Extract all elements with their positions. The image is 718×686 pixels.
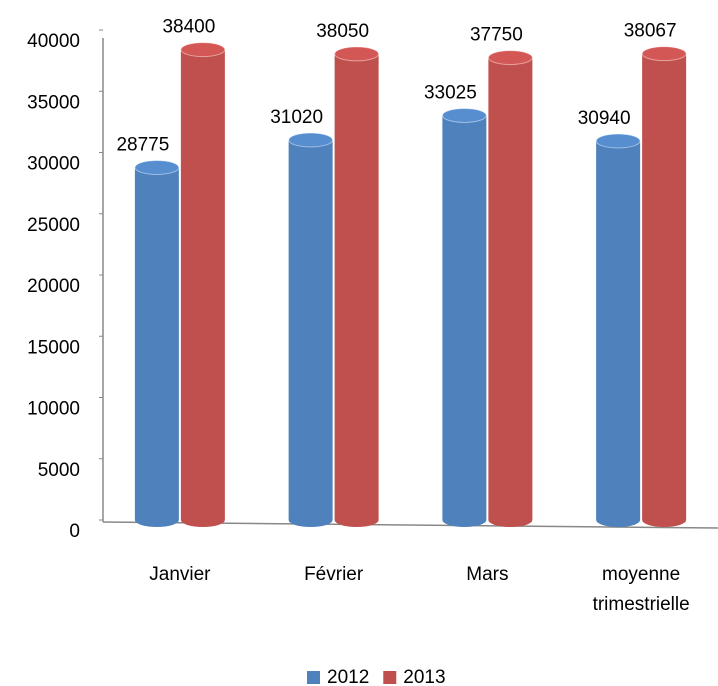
legend-swatch: [383, 671, 397, 684]
bar: [442, 115, 487, 520]
y-tick-label: 30000: [27, 154, 80, 175]
x-tick-label: Janvier: [149, 564, 211, 585]
bar: [134, 167, 179, 520]
y-tick-label: 20000: [27, 276, 80, 297]
bar: [334, 53, 379, 520]
bar: [288, 140, 333, 520]
legend-swatch: [307, 671, 320, 684]
bar-top: [134, 160, 180, 176]
y-tick-label: 25000: [27, 215, 80, 236]
bar-top: [641, 46, 687, 62]
y-tick-label: 0: [69, 521, 80, 542]
y-tick-label: 5000: [38, 460, 80, 481]
bar: [488, 57, 533, 520]
bar-top: [487, 50, 533, 66]
y-tick-label: 35000: [27, 92, 80, 113]
legend-label: 2012: [327, 667, 369, 686]
x-tick-label: Février: [304, 564, 364, 585]
value-label: 37750: [470, 25, 523, 46]
value-label: 28775: [116, 135, 169, 156]
value-label: 30940: [578, 108, 631, 129]
bar: [642, 53, 687, 520]
y-tick-label: 40000: [27, 31, 80, 52]
bar: [180, 49, 225, 520]
bar-top: [441, 107, 487, 123]
value-label: 38400: [162, 17, 215, 38]
value-label: 38067: [624, 21, 677, 42]
bar-top: [180, 42, 226, 58]
value-label: 33025: [424, 82, 477, 103]
value-label: 38050: [316, 21, 369, 42]
bar-top: [595, 133, 641, 149]
x-tick-label: moyenne trimestrielle: [592, 564, 690, 615]
legend-label: 2013: [403, 667, 445, 686]
y-tick-label: 15000: [27, 337, 80, 358]
bar: [596, 140, 641, 521]
y-tick-label: 10000: [27, 399, 80, 420]
value-label: 31020: [270, 107, 323, 128]
bar-top: [288, 132, 334, 148]
bar-top: [334, 46, 380, 62]
x-tick-label: Mars: [466, 564, 509, 585]
